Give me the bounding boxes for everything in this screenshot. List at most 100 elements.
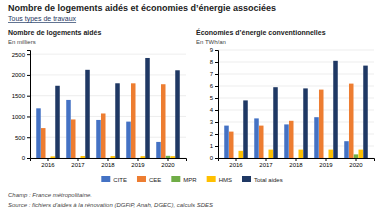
- bar: [106, 158, 111, 159]
- bar: [140, 156, 145, 158]
- legend-label: CEE: [149, 177, 161, 183]
- y-axis: 0123456789: [210, 47, 219, 161]
- bar: [303, 88, 308, 158]
- bars: [224, 61, 368, 158]
- y-axis: 05001000150020002500: [12, 51, 31, 162]
- bar: [289, 121, 294, 158]
- tick-label: 2017: [71, 162, 85, 168]
- bar: [229, 132, 234, 158]
- y-axis-label: En TWh/an: [196, 39, 226, 45]
- chart-panel: Économies d’énergie conventionnelles En T…: [196, 28, 375, 168]
- tick-label: 1: [210, 143, 214, 149]
- tick-mark: [236, 158, 237, 161]
- chart-title: Économies d’énergie conventionnelles: [196, 28, 326, 37]
- tick-label: 9: [210, 47, 214, 53]
- tick: 1500: [12, 93, 30, 99]
- tick-label: 2020: [161, 162, 175, 168]
- tick-mark: [215, 146, 218, 147]
- footnote: Source : fichiers d’aides à la rénovatio…: [8, 202, 213, 208]
- bar: [41, 128, 46, 158]
- tick-mark: [215, 158, 218, 159]
- tick: 3: [210, 119, 218, 125]
- legend-item: CITE: [101, 176, 127, 183]
- tick-mark: [138, 158, 139, 161]
- figure-subtitle: Tous types de travaux: [8, 15, 77, 23]
- bar: [238, 151, 243, 158]
- tick-label: 6: [210, 83, 214, 89]
- legend-label: Total aides: [254, 177, 283, 183]
- tick: 4: [210, 107, 218, 113]
- grid-line: [218, 50, 374, 51]
- bar: [344, 141, 349, 158]
- tick: 2017: [71, 158, 85, 168]
- tick-mark: [266, 158, 267, 161]
- bar: [243, 100, 248, 158]
- tick: 8: [210, 59, 218, 65]
- bar: [268, 150, 273, 158]
- bars: [36, 58, 180, 158]
- bar: [284, 124, 289, 158]
- tick-label: 2019: [319, 162, 333, 168]
- x-axis: 2016 2017 2018 2019 2020: [219, 158, 375, 168]
- legend-item: HMS: [207, 176, 232, 183]
- tick-label: 500: [15, 135, 26, 141]
- tick-mark: [168, 158, 169, 161]
- tick-label: 0: [210, 155, 214, 161]
- bar-series: [36, 100, 161, 158]
- tick-label: 3: [210, 119, 214, 125]
- y-axis-label: En milliers: [8, 39, 36, 45]
- legend-label: CITE: [113, 177, 127, 183]
- bar: [349, 84, 354, 158]
- legend-item: MPR: [171, 176, 197, 183]
- bar: [76, 158, 81, 159]
- bar: [259, 126, 264, 158]
- tick: 2: [210, 131, 218, 137]
- legend-item: Total aides: [242, 176, 283, 183]
- bar: [110, 156, 115, 158]
- tick-label: 2019: [131, 162, 145, 168]
- tick-label: 0: [22, 155, 26, 161]
- grid-line: [218, 74, 374, 75]
- bar: [131, 83, 136, 158]
- tick-label: 4: [210, 107, 214, 113]
- bar: [358, 150, 363, 158]
- legend-swatch: [242, 176, 251, 182]
- bar-series: [238, 150, 363, 158]
- tick: 2016: [229, 158, 243, 168]
- tick-mark: [27, 137, 30, 138]
- tick-mark: [296, 158, 297, 161]
- bar: [115, 83, 120, 158]
- tick-mark: [356, 158, 357, 161]
- bar-series: [55, 58, 180, 158]
- tick-mark: [48, 158, 49, 161]
- legend-swatch: [207, 176, 216, 182]
- bar-series: [354, 154, 359, 158]
- bar: [264, 158, 269, 159]
- bar: [234, 158, 239, 159]
- tick-label: 7: [210, 71, 214, 77]
- bar: [96, 120, 101, 158]
- tick-mark: [215, 110, 218, 111]
- tick-label: 2018: [101, 162, 115, 168]
- grid: [218, 50, 374, 158]
- tick-label: 2017: [259, 162, 273, 168]
- figure-title: Nombre de logements aidés et économies d…: [8, 3, 276, 13]
- tick: 2019: [131, 158, 145, 168]
- tick-label: 2016: [41, 162, 55, 168]
- tick: 9: [210, 47, 218, 53]
- bar-series: [243, 61, 368, 158]
- tick-label: 2018: [289, 162, 303, 168]
- tick: 2000: [12, 72, 30, 78]
- bar: [85, 70, 90, 158]
- tick-label: 2020: [349, 162, 363, 168]
- legend-item: CEE: [137, 176, 161, 183]
- tick-mark: [27, 158, 30, 159]
- tick: 7: [210, 71, 218, 77]
- bar: [71, 119, 76, 158]
- legend-swatch: [171, 176, 180, 182]
- bar-series: [50, 156, 175, 158]
- tick: 2018: [101, 158, 115, 168]
- tick-mark: [215, 122, 218, 123]
- tick-mark: [215, 74, 218, 75]
- bar: [145, 58, 150, 158]
